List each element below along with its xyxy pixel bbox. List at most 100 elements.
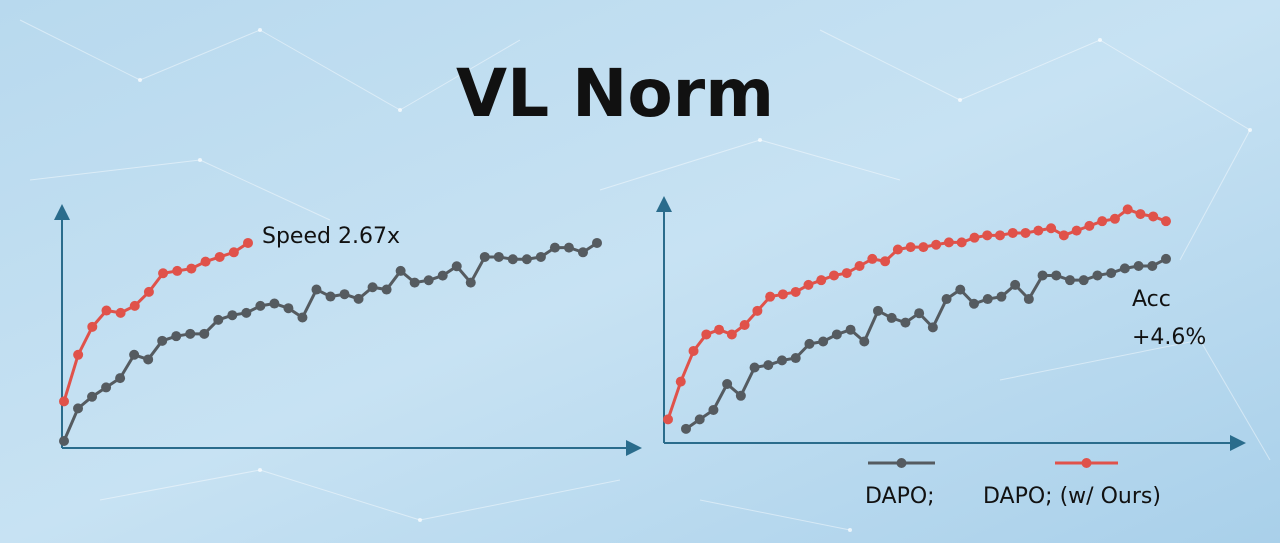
data-point xyxy=(996,291,1007,302)
data-point xyxy=(982,230,993,241)
data-point xyxy=(914,308,925,319)
data-point xyxy=(367,282,378,293)
data-point xyxy=(708,404,719,415)
data-point xyxy=(726,329,737,340)
data-point xyxy=(227,310,238,321)
legend-marker xyxy=(896,458,907,468)
data-point xyxy=(714,324,725,335)
legend-marker xyxy=(1081,458,1092,468)
data-point xyxy=(465,277,476,288)
data-point xyxy=(900,317,911,328)
data-point xyxy=(831,329,842,340)
data-point xyxy=(956,237,967,248)
data-point xyxy=(101,382,112,393)
slide-title: VL Norm xyxy=(456,55,774,132)
data-point xyxy=(157,335,168,346)
data-point xyxy=(663,414,673,425)
data-point xyxy=(493,251,504,262)
data-point xyxy=(854,261,865,271)
data-point xyxy=(283,303,294,314)
data-point xyxy=(185,328,196,339)
data-point xyxy=(886,312,897,323)
data-point xyxy=(479,251,490,262)
data-point xyxy=(172,265,183,276)
data-point xyxy=(101,305,112,316)
data-point xyxy=(1010,279,1021,290)
data-point xyxy=(859,336,870,347)
data-point xyxy=(423,275,434,286)
data-point xyxy=(1119,263,1130,274)
data-point xyxy=(1092,270,1103,281)
data-point xyxy=(549,242,560,253)
data-point xyxy=(521,254,532,265)
data-point xyxy=(675,376,686,387)
data-point xyxy=(892,244,903,255)
data-point xyxy=(841,268,852,279)
data-point xyxy=(129,300,140,311)
data-point xyxy=(1037,270,1048,281)
data-point xyxy=(722,379,733,389)
data-point xyxy=(688,345,699,356)
data-point xyxy=(214,251,225,262)
data-point xyxy=(969,298,979,309)
data-point xyxy=(213,314,224,325)
data-point xyxy=(1106,268,1117,279)
data-point xyxy=(955,284,966,295)
data-point xyxy=(1033,225,1044,236)
data-point xyxy=(1147,261,1158,271)
data-point xyxy=(739,320,750,330)
data-point xyxy=(59,396,69,407)
data-point xyxy=(765,291,776,302)
data-point xyxy=(311,284,322,295)
data-point xyxy=(905,242,916,253)
data-point xyxy=(143,286,154,297)
data-point xyxy=(507,254,518,265)
data-point xyxy=(339,289,350,300)
data-point xyxy=(790,353,801,364)
data-point xyxy=(535,251,546,262)
data-point xyxy=(241,307,252,318)
data-point xyxy=(777,355,787,366)
data-point xyxy=(1161,253,1171,264)
data-point xyxy=(701,329,712,340)
data-point xyxy=(804,338,815,349)
annotation: Speed 2.67x xyxy=(262,224,400,249)
data-point xyxy=(1133,261,1144,271)
series-line xyxy=(666,207,1167,420)
data-point xyxy=(171,331,182,342)
data-point xyxy=(790,286,801,297)
data-point xyxy=(87,391,98,402)
data-point xyxy=(927,322,938,333)
data-point xyxy=(200,256,211,267)
data-point xyxy=(243,237,253,248)
data-point xyxy=(325,291,336,302)
data-point xyxy=(1109,213,1120,224)
data-point xyxy=(1058,230,1069,241)
annotation: +4.6% xyxy=(1132,325,1206,350)
data-point xyxy=(115,373,126,384)
data-point xyxy=(87,321,98,332)
data-point xyxy=(1020,227,1031,238)
data-point xyxy=(255,300,266,311)
data-point xyxy=(73,403,84,414)
data-point xyxy=(818,336,829,347)
data-point xyxy=(995,230,1005,241)
data-point xyxy=(694,414,705,425)
data-point xyxy=(931,239,942,250)
data-point xyxy=(803,279,814,290)
data-point xyxy=(1065,275,1075,286)
data-point xyxy=(1161,216,1171,227)
data-point xyxy=(880,256,891,267)
data-point xyxy=(129,349,140,360)
data-point xyxy=(451,261,462,272)
data-point xyxy=(829,270,839,281)
data-point xyxy=(592,237,602,248)
data-point xyxy=(763,360,774,371)
data-point xyxy=(1051,270,1062,281)
data-point xyxy=(681,423,691,434)
data-point xyxy=(1007,227,1018,238)
data-point xyxy=(115,307,126,318)
data-point xyxy=(1135,209,1146,220)
data-point xyxy=(1122,204,1133,215)
